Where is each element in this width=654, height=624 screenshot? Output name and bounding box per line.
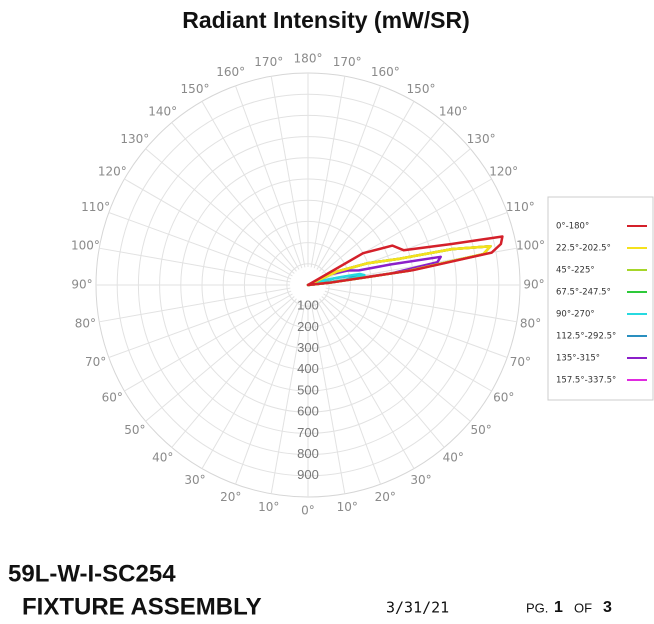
page-prefix: PG. [526,600,548,615]
angle-tick-label: 100° [71,238,100,252]
legend-label: 112.5°-292.5° [556,332,616,342]
grid-spoke [307,122,445,286]
angle-tick-label: 110° [81,200,110,214]
grid-spoke [307,101,415,286]
r-tick-label: 100 [297,298,319,313]
grid-spoke [270,284,309,494]
grid-spoke [307,76,346,286]
grid-spoke [108,284,309,358]
angle-tick-label: 10° [337,500,358,514]
angle-tick-label: 80° [75,317,96,331]
angle-tick-label: 50° [124,423,145,437]
angle-tick-label: 110° [506,200,535,214]
angle-tick-label: 140° [148,104,177,118]
page-number: 1 [554,599,563,616]
legend-box [547,196,654,401]
angle-tick-label: 70° [85,355,106,369]
grid-spoke [171,122,309,286]
grid-spoke [99,247,309,286]
legend-label: 157.5°-337.5° [556,376,616,386]
angle-tick-label: 50° [470,423,491,437]
angle-tick-label: 10° [258,500,279,514]
r-tick-label: 800 [297,446,319,461]
grid-spoke [307,284,508,358]
angle-tick-label: 0° [301,504,315,518]
angle-tick-label: 130° [467,132,496,146]
legend-label: 45°-225° [556,266,595,276]
grid-spoke [108,212,309,286]
angle-tick-label: 30° [184,473,205,487]
grid-spoke [201,284,309,469]
angle-tick-label: 30° [410,473,431,487]
grid-spoke [307,284,346,494]
grid-spoke [99,284,309,323]
legend-label: 90°-270° [556,310,595,320]
legend-label: 135°-315° [556,354,600,364]
angle-tick-label: 70° [510,355,531,369]
grid-spoke [145,148,309,286]
page-count: 3 [603,599,612,616]
angle-tick-label: 140° [439,104,468,118]
grid-spoke [307,284,517,323]
angle-tick-label: 20° [375,490,396,504]
grid-spoke [307,284,381,485]
grid-spoke [145,284,309,422]
angle-tick-label: 90° [523,278,544,292]
angle-tick-label: 60° [102,391,123,405]
chart-title: Radiant Intensity (mW/SR) [182,7,470,33]
grid-spoke [235,85,309,286]
angle-tick-label: 40° [152,451,173,465]
series-line [306,235,504,287]
angle-tick-label: 150° [407,82,436,96]
r-tick-label: 300 [297,340,319,355]
grid-spoke [307,85,381,286]
r-tick-label: 400 [297,361,319,376]
grid-spoke [270,76,309,286]
angle-tick-label: 80° [520,317,541,331]
angle-tick-label: 90° [71,278,92,292]
grid-spoke [307,148,471,286]
page-of: OF [574,600,592,615]
r-tick-label: 700 [297,425,319,440]
angle-tick-label: 170° [254,55,283,69]
legend-label: 0°-180° [556,222,589,232]
grid-spoke [171,284,309,448]
r-tick-label: 600 [297,404,319,419]
legend-label: 67.5°-247.5° [556,288,611,298]
grid-spoke [201,101,309,286]
r-tick-label: 900 [297,467,319,482]
grid-spoke [307,284,445,448]
grid-spoke [235,284,309,485]
angle-tick-label: 160° [216,65,245,79]
angle-tick-label: 180° [294,52,323,66]
subtitle: FIXTURE ASSEMBLY [22,593,262,620]
grid-spoke [124,284,309,392]
angle-tick-label: 170° [333,55,362,69]
angle-tick-label: 120° [489,165,518,179]
angle-tick-label: 60° [493,391,514,405]
angle-tick-label: 160° [371,65,400,79]
angle-tick-label: 100° [516,238,545,252]
angle-tick-label: 120° [98,165,127,179]
angle-tick-label: 130° [120,132,149,146]
r-tick-label: 200 [297,319,319,334]
model: 59L-W-I-SC254 [8,560,176,587]
grid-spoke [124,178,309,286]
grid-spoke [307,284,492,392]
date: 3/31/21 [386,599,449,617]
r-tick-label: 500 [297,382,319,397]
angle-tick-label: 150° [181,82,210,96]
legend-label: 22.5°-202.5° [556,244,611,254]
angle-tick-label: 20° [220,490,241,504]
grid-spoke [307,284,415,469]
angle-tick-label: 40° [443,451,464,465]
grid-spoke [307,284,471,422]
